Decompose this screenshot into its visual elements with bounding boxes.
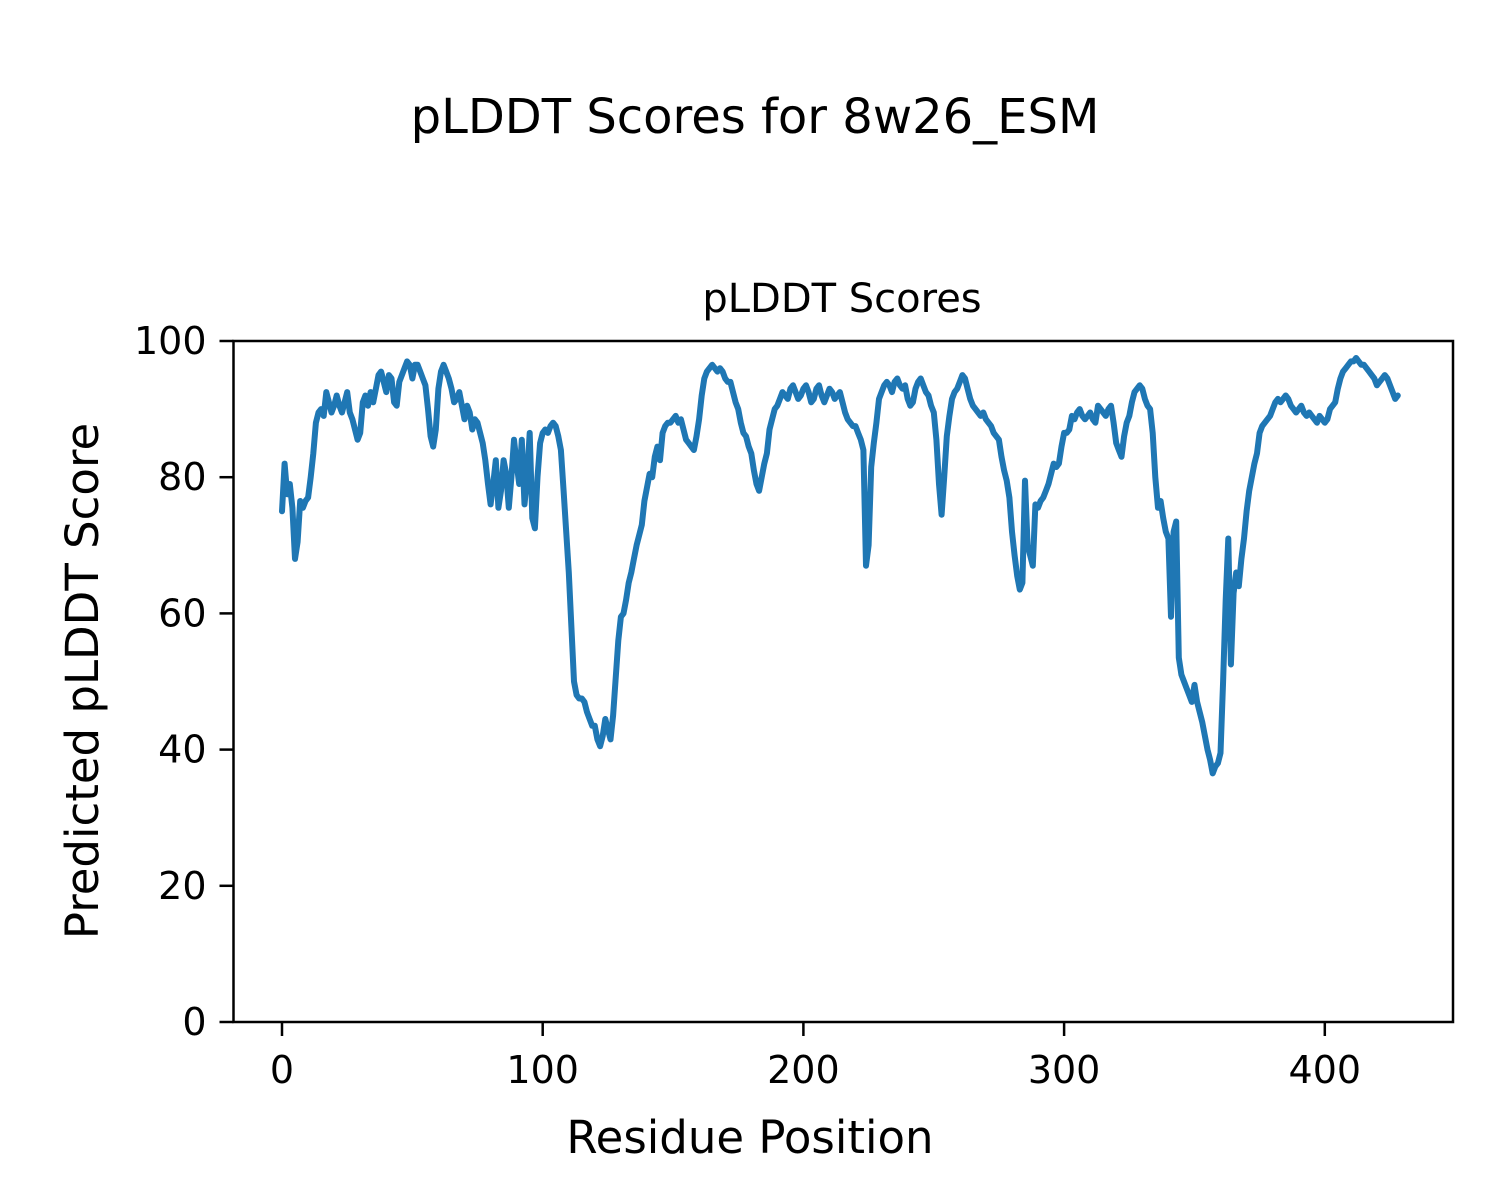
plddt-line-group [279,355,1401,777]
x-axis-ticks: 0 100 200 300 400 [270,1022,1361,1092]
axes-title: pLDDT Scores [702,276,981,322]
x-tick-label: 400 [1289,1048,1362,1092]
plot-area [232,339,1455,1024]
y-tick-label: 60 [158,591,206,635]
x-tick-label: 200 [767,1048,840,1092]
figure-title: pLDDT Scores for 8w26_ESM [411,89,1100,145]
x-axis-label: Residue Position [566,1111,933,1164]
plddt-line [279,355,1401,777]
y-tick-label: 100 [134,319,207,363]
y-tick-label: 80 [158,455,206,499]
y-tick-label: 20 [158,864,206,908]
x-tick-label: 300 [1028,1048,1101,1092]
x-tick-label: 0 [270,1048,294,1092]
y-tick-label: 0 [182,1000,206,1044]
y-axis-label: Predicted pLDDT Score [56,423,109,939]
y-tick-label: 40 [158,728,206,772]
x-tick-label: 100 [506,1048,579,1092]
y-axis-ticks: 0 20 40 60 80 100 [134,319,234,1044]
